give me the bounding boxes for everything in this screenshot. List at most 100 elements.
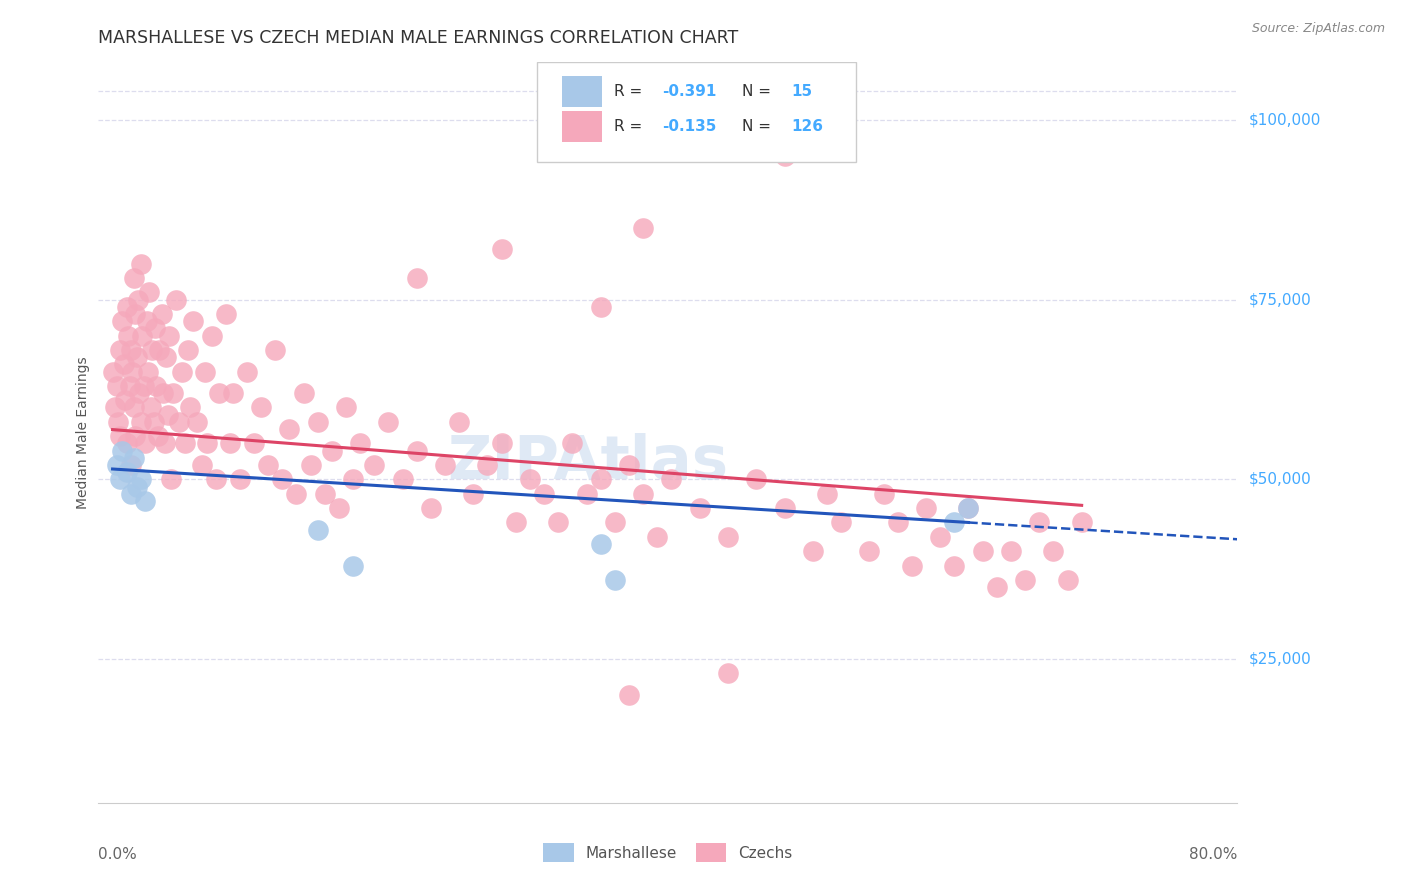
Point xyxy=(603,573,626,587)
Point xyxy=(195,436,218,450)
Point xyxy=(152,386,174,401)
Point xyxy=(120,486,142,500)
Point xyxy=(264,343,287,357)
Text: N =: N = xyxy=(742,119,776,134)
Point xyxy=(815,486,838,500)
Point xyxy=(257,458,280,472)
Point xyxy=(929,530,952,544)
Point xyxy=(111,443,134,458)
Point xyxy=(271,472,294,486)
Text: MARSHALLESE VS CZECH MEDIAN MALE EARNINGS CORRELATION CHART: MARSHALLESE VS CZECH MEDIAN MALE EARNING… xyxy=(98,29,738,47)
Point xyxy=(142,415,165,429)
Point xyxy=(222,386,245,401)
Point xyxy=(155,350,177,364)
Point xyxy=(363,458,385,472)
Text: $100,000: $100,000 xyxy=(1249,112,1322,128)
Point xyxy=(1028,516,1050,530)
Point xyxy=(243,436,266,450)
Point xyxy=(176,343,198,357)
Point xyxy=(162,386,184,401)
Point xyxy=(830,516,852,530)
Point xyxy=(547,516,569,530)
Point xyxy=(575,486,598,500)
Point xyxy=(115,436,138,450)
Point xyxy=(561,436,583,450)
Point xyxy=(957,501,980,516)
Point xyxy=(1042,544,1064,558)
Text: 15: 15 xyxy=(790,84,813,99)
Point xyxy=(186,415,208,429)
Point xyxy=(342,558,364,573)
Point xyxy=(124,429,146,443)
Point xyxy=(127,293,149,307)
Point xyxy=(112,357,135,371)
Point xyxy=(321,443,343,458)
Point xyxy=(285,486,308,500)
Point xyxy=(120,458,142,472)
Point xyxy=(146,429,169,443)
Point xyxy=(477,458,499,472)
Point xyxy=(617,688,640,702)
Point xyxy=(419,501,441,516)
Point xyxy=(181,314,204,328)
Point xyxy=(589,300,612,314)
Point xyxy=(617,458,640,472)
Legend: Marshallese, Czechs: Marshallese, Czechs xyxy=(543,843,793,862)
Point xyxy=(104,401,127,415)
Point xyxy=(215,307,238,321)
Point xyxy=(134,436,156,450)
Point xyxy=(105,458,128,472)
Point xyxy=(858,544,880,558)
Point xyxy=(292,386,315,401)
Point xyxy=(328,501,350,516)
Point xyxy=(135,314,157,328)
Point xyxy=(773,501,796,516)
Point xyxy=(122,401,145,415)
Point xyxy=(132,379,155,393)
Point xyxy=(122,271,145,285)
Point xyxy=(519,472,541,486)
Point xyxy=(114,393,136,408)
Point xyxy=(689,501,711,516)
Point xyxy=(377,415,399,429)
Point xyxy=(136,365,159,379)
FancyBboxPatch shape xyxy=(537,62,856,162)
Point xyxy=(299,458,322,472)
Point xyxy=(505,516,527,530)
Point xyxy=(205,472,228,486)
Point xyxy=(449,415,471,429)
Point xyxy=(117,328,139,343)
Point xyxy=(108,429,131,443)
Point xyxy=(915,501,938,516)
Point xyxy=(887,516,910,530)
Point xyxy=(717,530,740,544)
Point xyxy=(1000,544,1022,558)
Point xyxy=(157,328,180,343)
Point xyxy=(773,149,796,163)
Point xyxy=(200,328,222,343)
Point xyxy=(134,494,156,508)
Point xyxy=(434,458,457,472)
Point xyxy=(745,472,768,486)
Text: 126: 126 xyxy=(790,119,823,134)
Bar xyxy=(562,76,602,107)
Point xyxy=(148,343,170,357)
Point xyxy=(129,472,152,486)
Point xyxy=(801,544,824,558)
Point xyxy=(153,436,176,450)
Text: N =: N = xyxy=(742,84,776,99)
Point xyxy=(150,307,173,321)
Point xyxy=(115,300,138,314)
Point xyxy=(193,365,215,379)
Point xyxy=(159,472,181,486)
Point xyxy=(314,486,336,500)
Point xyxy=(156,408,179,422)
Text: ZIPAtlas: ZIPAtlas xyxy=(447,433,728,491)
Bar xyxy=(562,111,602,142)
Text: R =: R = xyxy=(614,84,647,99)
Point xyxy=(986,580,1008,594)
Point xyxy=(1070,516,1092,530)
Point xyxy=(972,544,994,558)
Point xyxy=(335,401,357,415)
Text: $50,000: $50,000 xyxy=(1249,472,1312,487)
